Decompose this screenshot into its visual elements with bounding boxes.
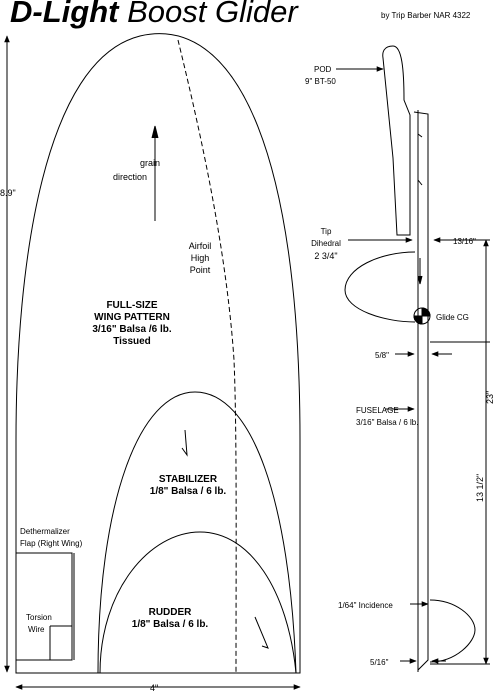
title-rest: Boost Glider: [118, 0, 298, 29]
pod-outline: [382, 45, 411, 236]
wing-height-label: 8.9": [0, 188, 16, 198]
tail-profile: [429, 599, 476, 663]
fuselage-outline: [413, 110, 429, 672]
dethermalizer-label-1: Dethermalizer: [20, 527, 70, 536]
dim-13-half-label: 13 1/2": [475, 474, 485, 502]
wing-title-2: WING PATTERN: [94, 312, 170, 323]
airfoil-label-1: Airfoil: [189, 241, 212, 251]
byline: by Trip Barber NAR 4322: [381, 11, 471, 20]
stabilizer-material: 1/8" Balsa / 6 lb.: [150, 486, 227, 497]
airfoil-high-point-line: [177, 39, 237, 674]
airfoil-label-2: High: [191, 253, 210, 263]
pod-label-2: 9" BT-50: [305, 77, 336, 86]
rudder-title: RUDDER: [149, 607, 193, 618]
dim-5-16: 5/16": [370, 658, 389, 667]
wing-title: FULL-SIZE: [106, 300, 157, 311]
tip-label-2: Dihedral: [311, 239, 341, 248]
grain-label-2: direction: [113, 172, 147, 182]
dim-13-16: 13/16": [453, 237, 476, 246]
torsion-label-1: Torsion: [26, 613, 52, 622]
pod-label-1: POD: [314, 65, 332, 74]
torsion-label-2: Wire: [28, 625, 45, 634]
rudder-outline: [99, 531, 297, 674]
tip-value: 2 3/4": [314, 251, 337, 261]
fuselage-material: 3/16" Balsa / 6 lb.: [356, 418, 418, 427]
dethermalizer-label-2: Flap (Right Wing): [20, 539, 83, 548]
glide-cg-label: Glide CG: [436, 313, 469, 322]
wing-material: 3/16" Balsa /6 lb.: [92, 324, 171, 335]
wing-tip-profile: [344, 251, 416, 323]
grain-label-1: grain: [140, 158, 160, 168]
stabilizer-outline: [97, 391, 297, 674]
airfoil-label-3: Point: [190, 265, 211, 275]
wing-outline: [15, 33, 301, 674]
incidence-label: 1/64" Incidence: [338, 601, 393, 610]
dethermalizer-flap: [16, 552, 73, 661]
dim-5-8: 5/8": [375, 351, 389, 360]
tip-label-1: Tip: [321, 227, 332, 236]
rudder-material: 1/8" Balsa / 6 lb.: [132, 619, 209, 630]
dim-23-label: 23": [485, 391, 495, 404]
wing-width-label: 4": [150, 683, 158, 693]
title-bold: D-Light: [10, 0, 119, 29]
stabilizer-title: STABILIZER: [159, 474, 218, 485]
wing-finish: Tissued: [113, 336, 151, 347]
fuselage-label: FUSELAGE: [356, 406, 399, 415]
page-title: D-Light Boost Glider: [10, 0, 298, 30]
